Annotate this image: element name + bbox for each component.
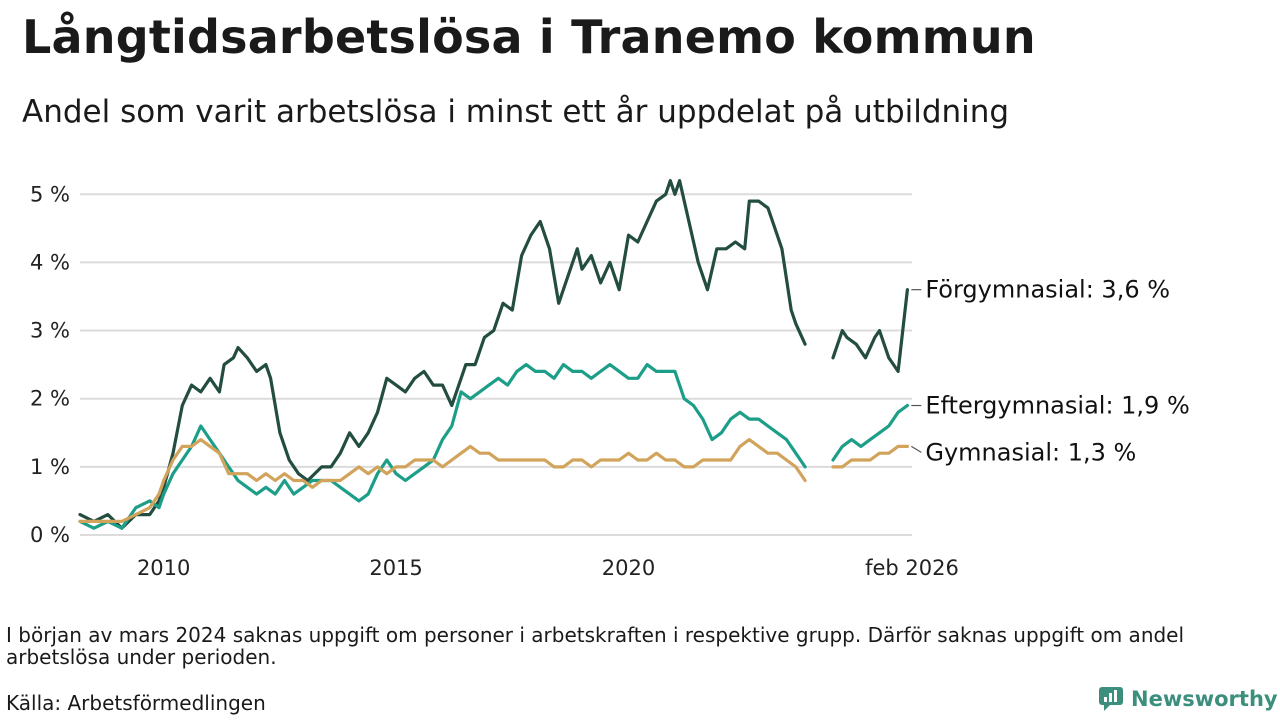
series-line-eftergymnasial	[831, 403, 909, 462]
series-line-eftergymnasial	[78, 363, 807, 530]
series-line-förgymnasial	[78, 179, 807, 530]
brand-logo[interactable]: Newsworthy	[1098, 686, 1278, 712]
x-tick-label: 2015	[369, 556, 422, 580]
y-tick-label: 0 %	[30, 523, 70, 547]
end-label-eftergymnasial: Eftergymnasial: 1,9 %	[925, 392, 1189, 420]
brand-name: Newsworthy	[1131, 687, 1278, 711]
newsworthy-icon	[1099, 687, 1123, 711]
series-line-förgymnasial	[831, 288, 909, 373]
x-tick-label: 2020	[602, 556, 655, 580]
y-tick-label: 4 %	[30, 250, 70, 274]
y-tick-label: 3 %	[30, 319, 70, 343]
end-label-förgymnasial: Förgymnasial: 3,6 %	[925, 276, 1170, 304]
series-line-gymnasial	[78, 438, 807, 523]
series-line-gymnasial	[831, 444, 909, 469]
chart-title: Långtidsarbetslösa i Tranemo kommun	[22, 10, 1036, 64]
footnote: I början av mars 2024 saknas uppgift om …	[6, 623, 1185, 669]
source-text: Källa: Arbetsförmedlingen	[6, 691, 266, 715]
x-tick-label: 2010	[137, 556, 190, 580]
x-tick-label: feb 2026	[865, 556, 959, 580]
chart-subtitle: Andel som varit arbetslösa i minst ett å…	[22, 94, 1010, 130]
y-tick-label: 5 %	[30, 182, 70, 206]
end-label-leader	[911, 445, 922, 453]
end-label-gymnasial: Gymnasial: 1,3 %	[925, 438, 1136, 466]
y-tick-label: 2 %	[30, 387, 70, 411]
y-tick-label: 1 %	[30, 455, 70, 479]
line-chart: 0 % 1 % 2 % 3 % 4 % 5 % 2010 2015 2020 feb 2026 Fö…	[30, 179, 1190, 580]
